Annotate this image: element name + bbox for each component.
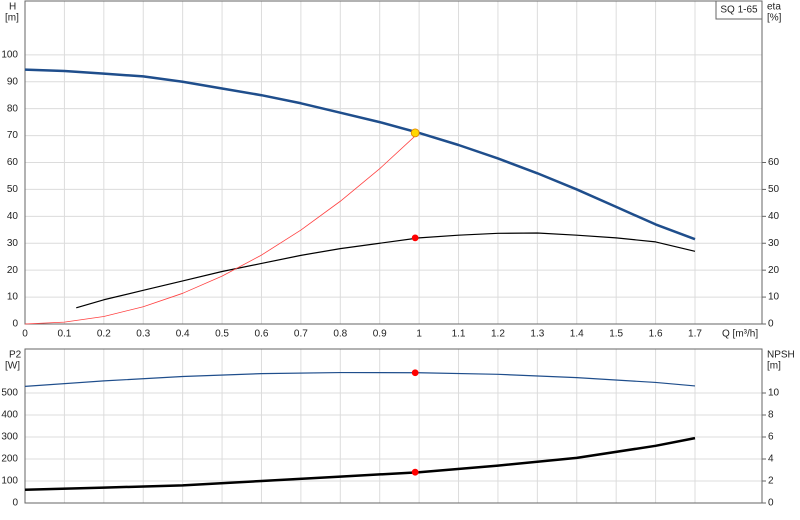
plot-frame	[24, 0, 763, 325]
y2-axis-label: NPSH	[767, 350, 795, 361]
y2-tick-label: 2	[768, 476, 774, 487]
x-tick-label: 1.4	[570, 329, 584, 340]
y-axis-unit: [m]	[5, 13, 19, 24]
x-tick-label: 0.3	[136, 329, 150, 340]
y-tick-label: 20	[7, 265, 19, 276]
y2-tick-label: 10	[768, 292, 780, 303]
y-tick-label: 100	[1, 476, 18, 487]
x-tick-label: 0.1	[57, 329, 71, 340]
y2-tick-label: 30	[768, 238, 780, 249]
y2-tick-label: 10	[768, 388, 780, 399]
duty-point	[410, 128, 420, 138]
y-tick-label: 500	[1, 388, 18, 399]
x-tick-label: 0.4	[176, 329, 190, 340]
y-tick-label: 30	[7, 238, 19, 249]
y2-tick-label: 0	[768, 498, 774, 509]
series-line	[24, 371, 696, 387]
x-tick-label: 1.7	[688, 329, 702, 340]
y2-tick-label: 60	[768, 157, 780, 168]
series-line	[24, 436, 696, 492]
y2-axis-label: eta	[767, 2, 781, 13]
y2-tick-label: 50	[768, 184, 780, 195]
series-line	[76, 232, 696, 309]
x-tick-label: 0.7	[294, 329, 308, 340]
legend-label: SQ 1-65	[720, 5, 758, 16]
y2-tick-label: 8	[768, 410, 774, 421]
duty-point	[411, 468, 419, 476]
y2-axis-unit: [%]	[767, 13, 782, 24]
x-tick-label: 0.2	[97, 329, 111, 340]
duty-point	[411, 369, 419, 377]
y-tick-label: 60	[7, 157, 19, 168]
x-tick-label: 1	[416, 329, 422, 340]
y-axis-label: H	[9, 2, 16, 13]
y-tick-label: 50	[7, 184, 19, 195]
y-tick-label: 300	[1, 432, 18, 443]
y2-tick-label: 4	[768, 454, 774, 465]
x-tick-label: 0.9	[373, 329, 387, 340]
x-tick-label: 1.2	[491, 329, 505, 340]
y-tick-label: 70	[7, 130, 19, 141]
y-tick-label: 40	[7, 211, 19, 222]
y-tick-label: 200	[1, 454, 18, 465]
y-tick-label: 400	[1, 410, 18, 421]
x-tick-label: 0.6	[255, 329, 269, 340]
y2-axis-unit: [m]	[767, 361, 781, 372]
x-tick-label: 1.6	[649, 329, 663, 340]
series-line	[24, 68, 696, 241]
plot-frame	[24, 348, 763, 504]
x-tick-label: 0.8	[333, 329, 347, 340]
y-axis-label: P2	[9, 350, 22, 361]
x-axis-label: Q [m³/h]	[722, 329, 758, 340]
y-axis-unit: [W]	[5, 361, 20, 372]
legend-box	[715, 0, 763, 20]
y2-tick-label: 40	[768, 211, 780, 222]
y-tick-label: 100	[1, 49, 18, 60]
duty-point	[411, 234, 419, 242]
y-tick-label: 0	[12, 319, 18, 330]
x-tick-label: 1.5	[609, 329, 623, 340]
y2-tick-label: 20	[768, 265, 780, 276]
x-tick-label: 1.3	[530, 329, 544, 340]
y2-tick-label: 6	[768, 432, 774, 443]
x-tick-label: 0.5	[215, 329, 229, 340]
series-line	[24, 132, 420, 325]
y2-tick-label: 0	[768, 319, 774, 330]
y-tick-label: 80	[7, 103, 19, 114]
y-tick-label: 10	[7, 292, 19, 303]
y-tick-label: 0	[12, 498, 18, 509]
x-tick-label: 0	[22, 329, 28, 340]
y-tick-label: 90	[7, 76, 19, 87]
x-tick-label: 1.1	[452, 329, 466, 340]
